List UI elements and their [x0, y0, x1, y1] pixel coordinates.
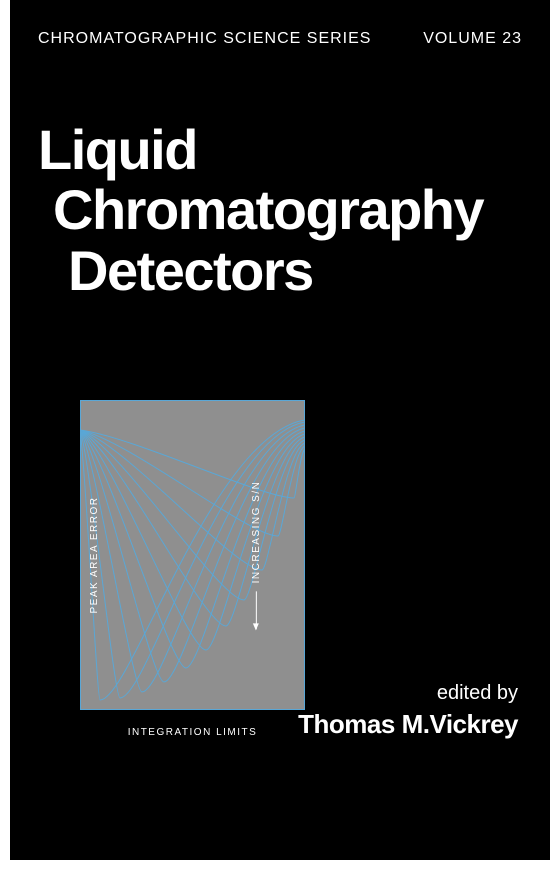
chart-curve: [80, 430, 305, 536]
series-bar: CHROMATOGRAPHIC SCIENCE SERIES VOLUME 23: [38, 30, 522, 48]
chart-curve: [80, 430, 305, 626]
book-cover: CHROMATOGRAPHIC SCIENCE SERIES VOLUME 23…: [10, 0, 550, 860]
chart-curve: [80, 420, 305, 700]
chart-curve: [80, 422, 305, 698]
chart-curve: [80, 430, 305, 570]
volume-label: VOLUME 23: [423, 30, 522, 48]
chart-rlabel-text: INCREASING S/N: [251, 481, 262, 584]
editor-block: edited by Thomas M.Vickrey: [298, 682, 518, 740]
chart-curves: [80, 400, 305, 710]
chart-right-label: INCREASING S/N: [251, 481, 262, 630]
title-line-3: Detectors: [68, 241, 483, 301]
editor-name: Thomas M.Vickrey: [298, 709, 518, 740]
series-name: CHROMATOGRAPHIC SCIENCE SERIES: [38, 30, 371, 48]
edited-by-label: edited by: [298, 682, 518, 705]
title-line-2: Chromatography: [53, 180, 483, 240]
chart-ylabel: PEAK AREA ERROR: [89, 497, 100, 614]
title-block: Liquid Chromatography Detectors: [38, 120, 483, 301]
chart-xlabel: INTEGRATION LIMITS: [128, 727, 258, 738]
title-line-1: Liquid: [38, 120, 483, 180]
chart: PEAK AREA ERROR INTEGRATION LIMITS INCRE…: [80, 400, 305, 710]
arrow-icon: [256, 591, 257, 629]
